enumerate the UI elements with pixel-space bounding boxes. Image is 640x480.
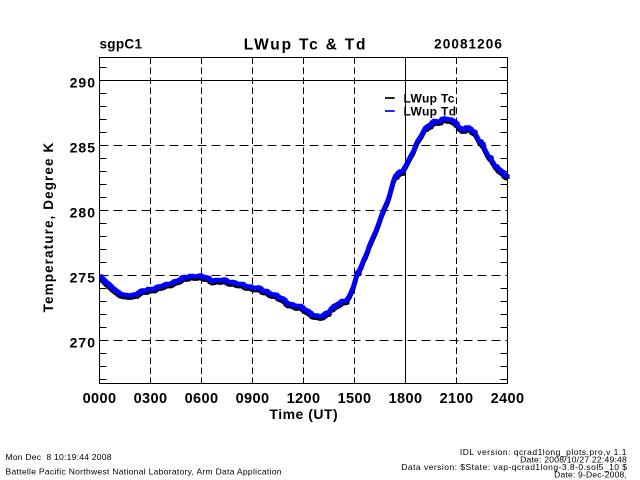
svg-text:270: 270 xyxy=(70,335,96,351)
svg-text:0300: 0300 xyxy=(134,391,168,407)
svg-text:LWup Tc: LWup Tc xyxy=(404,92,455,106)
svg-text:20081206: 20081206 xyxy=(434,37,503,52)
svg-text:1200: 1200 xyxy=(287,391,321,407)
svg-text:0000: 0000 xyxy=(83,391,117,407)
svg-text:1800: 1800 xyxy=(389,391,423,407)
svg-text:Date: 9-Dec-2008,: Date: 9-Dec-2008, xyxy=(554,469,627,479)
svg-text:275: 275 xyxy=(70,270,96,286)
svg-text:Battelle Pacific Northwest Nat: Battelle Pacific Northwest National Labo… xyxy=(6,467,282,477)
svg-text:Time (UT): Time (UT) xyxy=(269,406,338,422)
svg-text:LWup Tc & Td: LWup Tc & Td xyxy=(244,37,368,54)
svg-text:LWup Td: LWup Td xyxy=(404,105,457,119)
svg-text:sgpC1: sgpC1 xyxy=(100,36,143,51)
svg-text:2100: 2100 xyxy=(440,391,474,407)
svg-text:285: 285 xyxy=(70,140,96,156)
svg-text:1500: 1500 xyxy=(338,391,372,407)
svg-text:2400: 2400 xyxy=(491,391,525,407)
svg-text:Mon Dec 8 10:19:44 2008: Mon Dec 8 10:19:44 2008 xyxy=(6,452,112,462)
svg-text:Temperature, Degree K: Temperature, Degree K xyxy=(41,142,56,313)
svg-text:Data version: $State: vap-qcra: Data version: $State: vap-qcrad1long-3.8… xyxy=(401,462,627,472)
svg-text:290: 290 xyxy=(70,75,96,91)
svg-text:0600: 0600 xyxy=(185,391,219,407)
svg-text:IDL version: qcrad1long_plots.: IDL version: qcrad1long_plots.pro,v 1.1 xyxy=(460,447,627,457)
svg-text:Date: 2008/10/27 22:49:48: Date: 2008/10/27 22:49:48 xyxy=(520,455,627,465)
svg-text:0900: 0900 xyxy=(236,391,270,407)
svg-text:280: 280 xyxy=(70,205,96,221)
